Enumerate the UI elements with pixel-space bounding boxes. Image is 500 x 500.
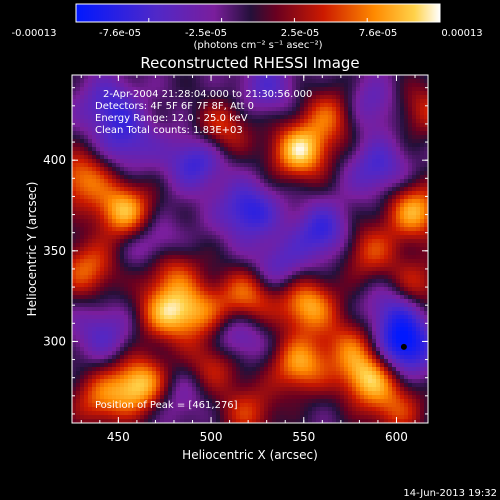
x-axis-ticks: 450 500 550 600: [80, 75, 416, 444]
y-tick-label: 300: [43, 334, 66, 348]
min-marker: [400, 343, 407, 350]
colorbar-tick-label: -0.00013: [12, 28, 57, 39]
colorbar-units-label: (photons cm⁻² s⁻¹ asec⁻²): [193, 40, 322, 51]
annotation-line: 2-Apr-2004 21:28:04.000 to 21:30:56.000: [103, 89, 312, 100]
y-axis-label: Heliocentric Y (arcsec): [25, 182, 39, 317]
colorbar-tick-label: 0.00013: [441, 28, 482, 39]
y-axis-ticks: 300 350 400: [43, 87, 428, 415]
plot-timestamp: 14-Jun-2013 19:32: [403, 488, 497, 499]
annotation-line: Energy Range: 12.0 - 25.0 keV: [95, 113, 248, 124]
annotation-line: Detectors: 4F 5F 6F 7F 8F, Att 0: [95, 101, 254, 112]
min-marker-dot: [400, 343, 407, 350]
colorbar-tick-label: 2.5e-05: [281, 28, 319, 39]
x-tick-label: 600: [385, 430, 408, 444]
observation-annotations: 2-Apr-2004 21:28:04.000 to 21:30:56.000D…: [95, 89, 312, 136]
colorbar-tick-label: -2.5e-05: [185, 28, 227, 39]
x-tick-label: 450: [107, 430, 130, 444]
x-axis-label: Heliocentric X (arcsec): [182, 448, 318, 462]
colorbar-ticks: -0.00013 -7.6e-05 -2.5e-05 2.5e-05 7.6e-05 0.…: [12, 18, 483, 39]
colorbar-tick-label: -7.6e-05: [99, 28, 141, 39]
colorbar: [75, 3, 441, 23]
x-tick-label: 500: [200, 430, 223, 444]
x-tick-label: 550: [292, 430, 315, 444]
plot-frame: [71, 74, 429, 424]
y-tick-label: 400: [43, 153, 66, 167]
annotation-line: Clean Total counts: 1.83E+03: [95, 125, 243, 136]
colorbar-tick-label: 7.6e-05: [359, 28, 397, 39]
y-tick-label: 350: [43, 244, 66, 258]
chart-title: Reconstructed RHESSI Image: [140, 54, 359, 72]
heatmap-image: [72, 75, 429, 424]
peak-position-label: Position of Peak = [461,276]: [95, 400, 238, 411]
